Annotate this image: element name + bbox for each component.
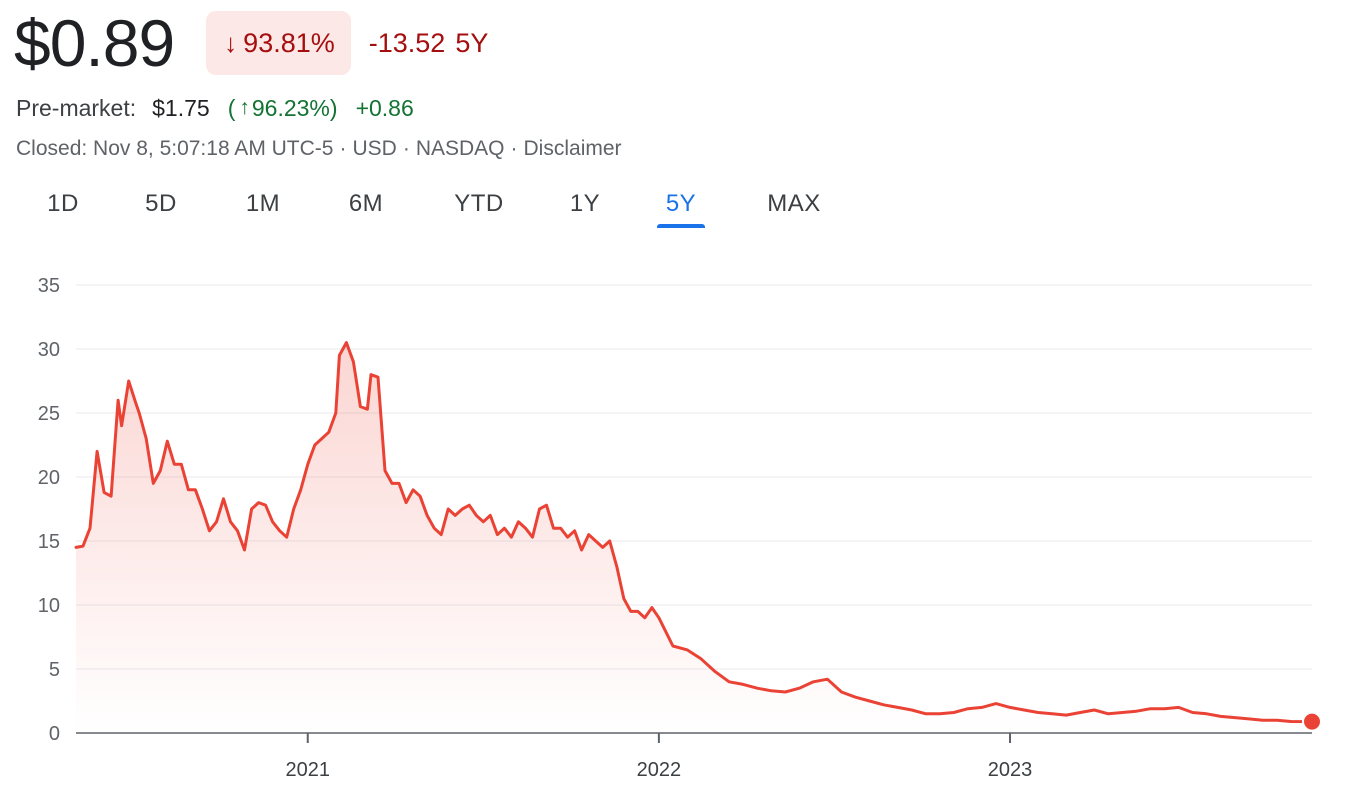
y-tick-label: 20 xyxy=(38,467,60,489)
x-tick-label: 2023 xyxy=(988,759,1033,781)
tab-5y[interactable]: 5Y xyxy=(657,180,705,228)
arrow-down-icon: ↓ xyxy=(224,27,238,58)
change-percent: 93.81% xyxy=(243,27,335,58)
disclaimer-link[interactable]: Disclaimer xyxy=(523,137,622,160)
x-tick-label: 2022 xyxy=(637,759,682,781)
price-line xyxy=(74,341,1314,724)
premarket-paren-close: ) xyxy=(329,94,338,121)
separator: · xyxy=(510,137,518,160)
tab-5d[interactable]: 5D xyxy=(145,190,177,217)
y-tick-label: 15 xyxy=(38,531,60,553)
premarket-label: Pre-market: xyxy=(16,94,137,121)
tab-ytd[interactable]: YTD xyxy=(454,190,504,217)
y-tick-label: 25 xyxy=(38,403,60,425)
change-period: 5Y xyxy=(455,27,489,58)
last-price-marker xyxy=(1302,711,1322,732)
change-absolute: -13.52 xyxy=(368,27,446,58)
premarket-pct-value: 96.23% xyxy=(251,94,330,121)
x-axis: 2021 2022 2023 xyxy=(286,733,1033,781)
tab-max[interactable]: MAX xyxy=(767,190,821,217)
quote-header: $0.89 ↓ 93.81% -13.52 5Y xyxy=(14,6,488,80)
price-chart[interactable]: 0 5 10 15 20 25 30 35 2021 2022 2023 xyxy=(0,250,1350,792)
arrow-up-icon: ↑ xyxy=(239,96,250,119)
tab-6m[interactable]: 6M xyxy=(348,190,384,217)
quote-meta: Closed: Nov 8, 5:07:18 AM UTC-5 · USD · … xyxy=(16,135,622,163)
exchange: NASDAQ xyxy=(415,137,505,160)
tab-1m[interactable]: 1M xyxy=(245,190,281,217)
premarket-row: Pre-market: $1.75 ( ↑ 96.23% ) +0.86 xyxy=(16,90,414,126)
y-tick-label: 35 xyxy=(38,275,60,297)
currency: USD xyxy=(352,137,397,160)
x-tick-label: 2021 xyxy=(286,759,331,781)
y-tick-label: 5 xyxy=(49,659,60,681)
current-price: $0.89 xyxy=(14,6,175,80)
price-area-fill xyxy=(76,342,1312,733)
premarket-paren-open: ( xyxy=(227,94,236,121)
separator: · xyxy=(339,137,347,160)
change-percent-badge: ↓ 93.81% xyxy=(206,11,351,75)
closed-timestamp: Closed: Nov 8, 5:07:18 AM UTC-5 xyxy=(16,137,334,160)
tab-1d[interactable]: 1D xyxy=(47,190,79,217)
y-tick-label: 0 xyxy=(49,723,60,745)
y-tick-label: 30 xyxy=(38,339,60,361)
premarket-change-percent: ( ↑ 96.23% ) xyxy=(228,95,338,122)
premarket-change-absolute: +0.86 xyxy=(355,94,414,121)
y-axis: 0 5 10 15 20 25 30 35 xyxy=(38,275,60,745)
y-tick-label: 10 xyxy=(38,595,60,617)
tab-1y[interactable]: 1Y xyxy=(569,190,601,217)
premarket-price: $1.75 xyxy=(152,94,210,121)
separator: · xyxy=(402,137,410,160)
range-tabs: 1D 5D 1M 6M YTD 1Y 5Y MAX xyxy=(0,180,860,230)
